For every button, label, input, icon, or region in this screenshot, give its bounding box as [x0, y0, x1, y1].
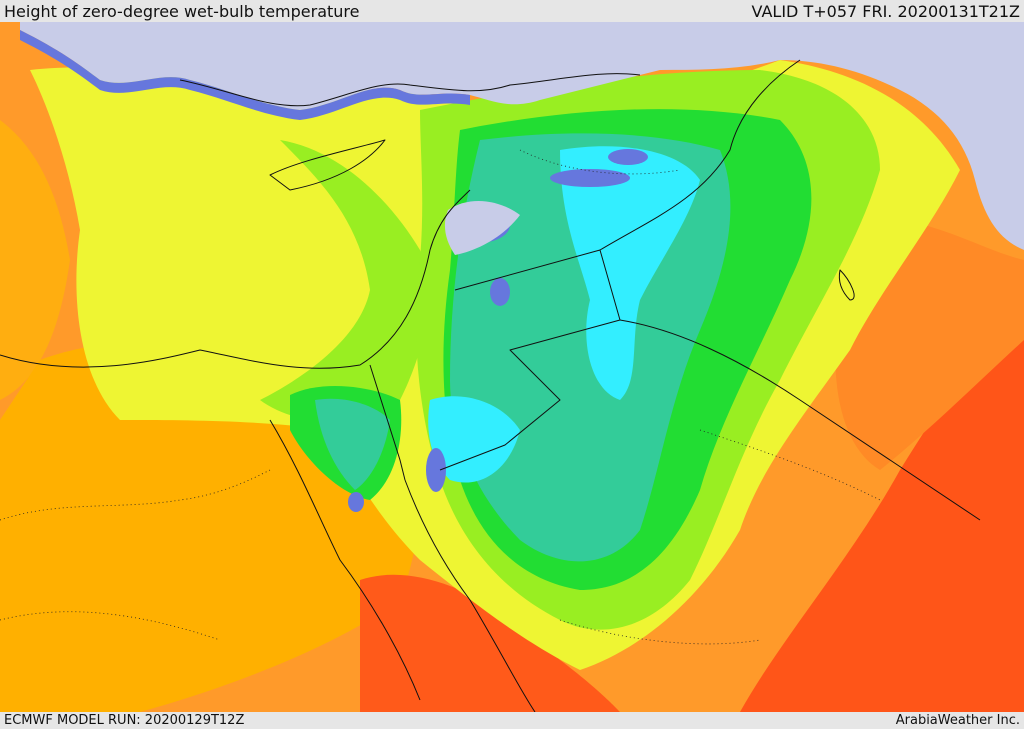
valid-time-label: VALID T+057 FRI. 20200131T21Z: [751, 2, 1020, 21]
border-cyprus: [269, 139, 386, 191]
map-title: Height of zero-degree wet-bulb temperatu…: [4, 2, 360, 21]
field-cyan-2: [428, 396, 520, 483]
borders: [0, 59, 981, 712]
footer-bar: ECMWF MODEL RUN: 20200129T12Z ArabiaWeat…: [0, 712, 1024, 729]
field-blue-2: [608, 149, 648, 165]
field-lime: [260, 140, 429, 423]
border-6: [619, 319, 981, 521]
credit-label: ArabiaWeather Inc.: [895, 713, 1020, 728]
field-blue-3: [490, 278, 510, 306]
border-coast-n: [179, 73, 641, 107]
header-bar: Height of zero-degree wet-bulb temperatu…: [0, 0, 1024, 22]
field-blue-5: [348, 492, 364, 512]
field-amber-west: [0, 120, 70, 400]
field-lavender-north: [20, 22, 1024, 250]
border-2: [369, 364, 406, 481]
border-4: [404, 479, 536, 712]
weather-map[interactable]: [0, 22, 1024, 712]
border-1: [0, 189, 471, 369]
field-blue-north-edge: [20, 30, 470, 120]
border-3: [269, 419, 421, 701]
border-qatar: [838, 269, 855, 301]
border-7: [599, 59, 801, 251]
field-redorange-south: [360, 574, 620, 712]
model-run-label: ECMWF MODEL RUN: 20200129T12Z: [4, 713, 245, 728]
dotted-borders: [0, 149, 881, 645]
field-lavender-lebanon: [444, 200, 520, 255]
field-teal-sinai: [315, 398, 390, 490]
field-cyan: [560, 146, 700, 400]
map-canvas: [0, 22, 1024, 712]
field-blue-4: [426, 448, 446, 492]
field-blue-1: [550, 169, 630, 187]
